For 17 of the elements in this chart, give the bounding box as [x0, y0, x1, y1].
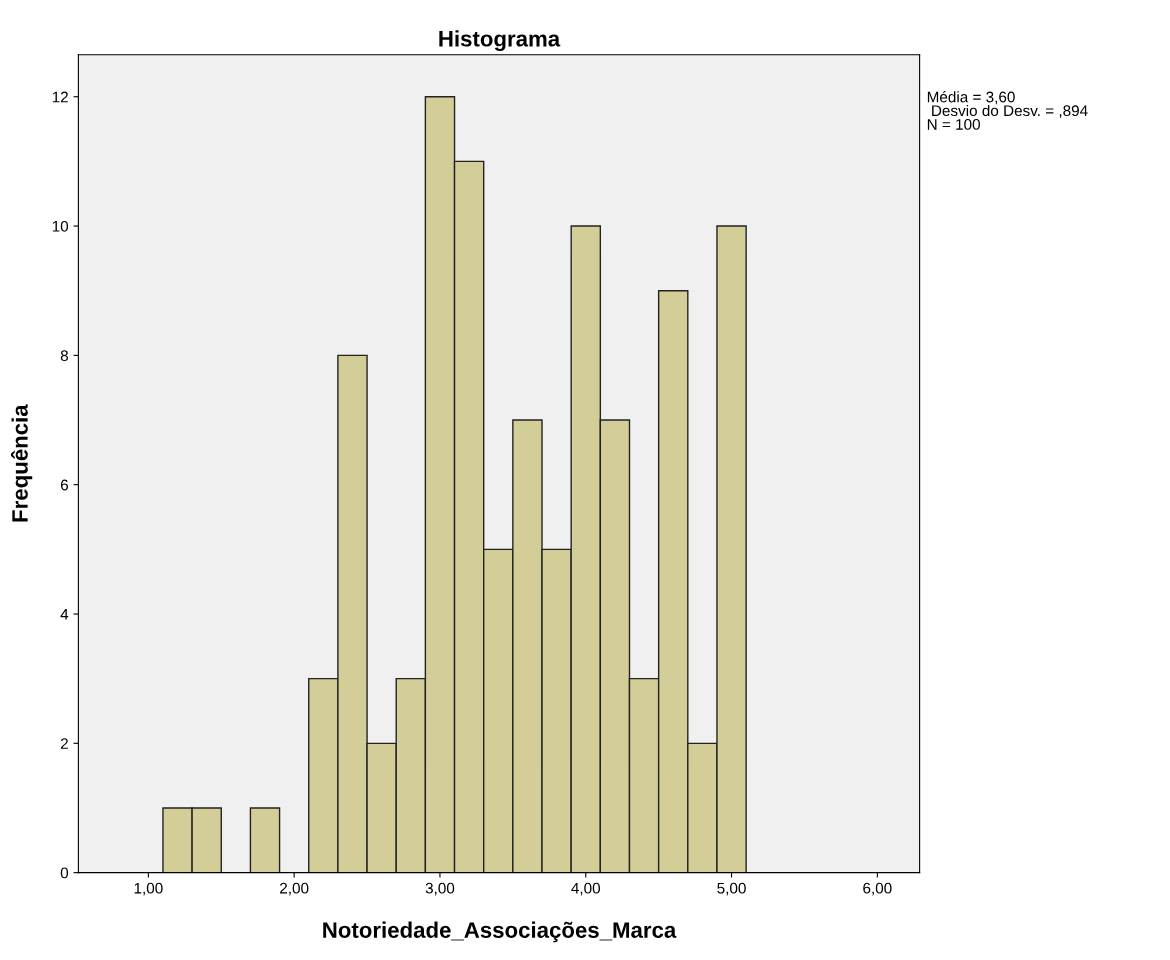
y-tick-label: 8 [60, 350, 68, 362]
x-tick-label: 2,00 [280, 882, 309, 896]
chart-title: Histograma [439, 30, 561, 52]
y-tick-label: 2 [60, 738, 68, 749]
y-tick-label: 4 [60, 609, 69, 620]
x-tick-label: 4,00 [571, 882, 601, 896]
y-tick-label: 12 [52, 91, 68, 103]
text: Média = 3,60 Desvio do Desv. = ,894 N = 100 [927, 91, 1088, 130]
y-tick-label: 0 [60, 867, 69, 879]
x-tick-label: 1,00 [134, 882, 163, 896]
y-tick-label: 6 [60, 479, 68, 491]
y-tick-label: 10 [52, 220, 69, 232]
x-tick-label: 3,00 [425, 882, 455, 896]
y-axis-title: Frequência [11, 404, 33, 522]
x-axis-title: Notoriedade_Associações_Marca [323, 921, 677, 943]
x-tick-label: 6,00 [863, 882, 892, 896]
x-tick-label: 5,00 [717, 882, 746, 896]
